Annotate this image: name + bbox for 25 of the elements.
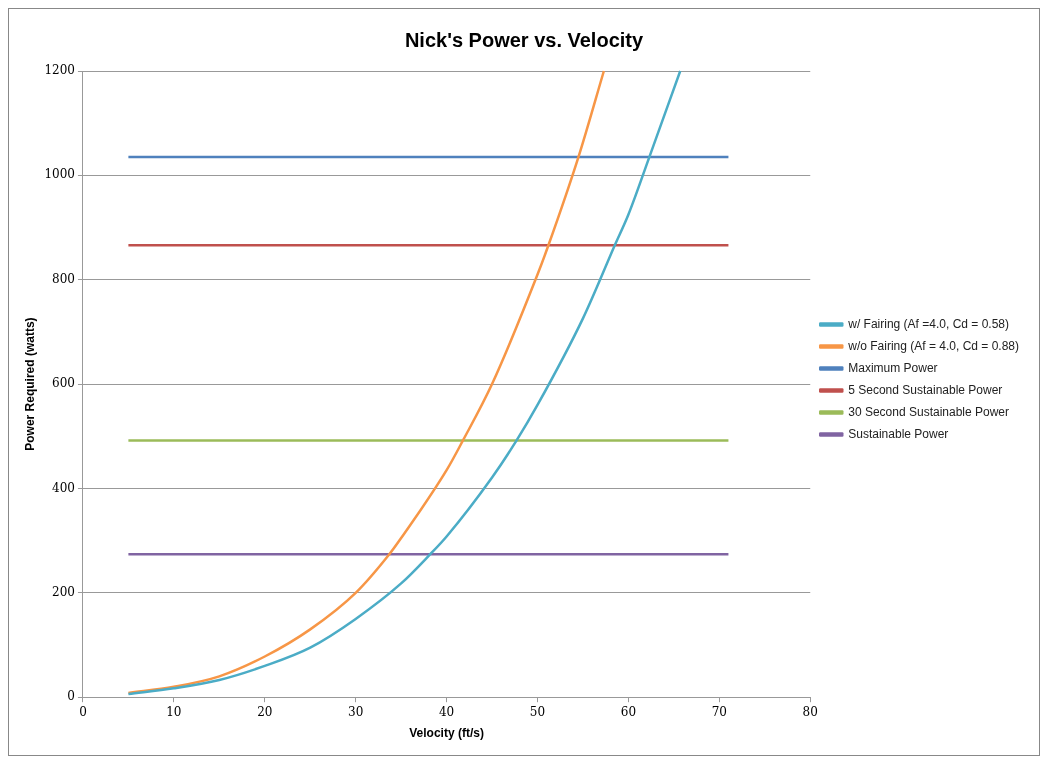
- legend-label: 5 Second Sustainable Power: [848, 382, 1003, 397]
- y-tick-label: 400: [52, 480, 75, 495]
- y-axis-title: Power Required (watts): [22, 317, 37, 451]
- x-tick-label: 50: [529, 704, 546, 719]
- legend-label: Sustainable Power: [848, 426, 949, 441]
- x-tick-label: 40: [438, 704, 455, 719]
- legend-label: w/ Fairing (Af =4.0, Cd = 0.58): [847, 316, 1009, 331]
- x-tick-label: 70: [711, 704, 727, 719]
- legend-label: 30 Second Sustainable Power: [848, 404, 1010, 419]
- x-tick-label: 10: [166, 704, 182, 719]
- x-tick-label: 60: [620, 704, 637, 719]
- x-axis-title: Velocity (ft/s): [409, 726, 484, 741]
- y-tick-label: 1200: [44, 63, 75, 78]
- y-tick-label: 0: [67, 689, 75, 704]
- x-tick-label: 80: [802, 704, 818, 719]
- chart-title: Nick's Power vs. Velocity: [404, 28, 644, 51]
- legend-label: Maximum Power: [848, 360, 938, 375]
- x-tick-label: 20: [257, 704, 273, 719]
- x-tick-label: 30: [348, 704, 364, 719]
- y-tick-label: 1000: [44, 167, 75, 182]
- x-tick-label: 0: [79, 704, 87, 719]
- y-tick-label: 600: [52, 376, 75, 391]
- y-tick-label: 200: [52, 584, 75, 599]
- legend-label: w/o Fairing (Af = 4.0, Cd = 0.88): [847, 338, 1019, 353]
- y-tick-label: 800: [52, 271, 75, 286]
